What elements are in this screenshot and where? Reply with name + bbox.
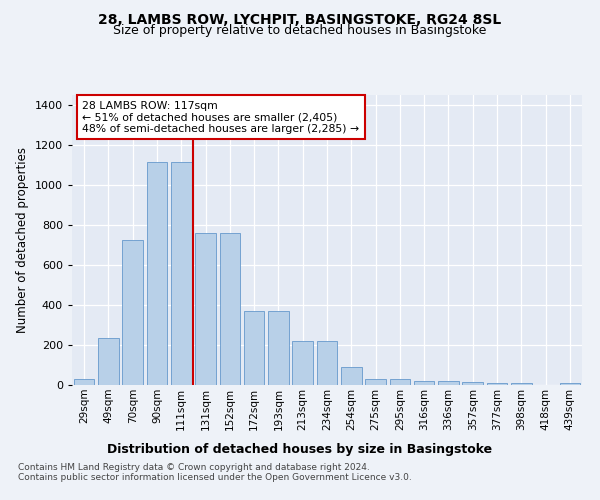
Text: Size of property relative to detached houses in Basingstoke: Size of property relative to detached ho… xyxy=(113,24,487,37)
Bar xyxy=(146,162,167,385)
Bar xyxy=(171,162,191,385)
Bar xyxy=(414,381,434,385)
Bar xyxy=(341,367,362,385)
Bar xyxy=(195,233,216,385)
Text: 28 LAMBS ROW: 117sqm
← 51% of detached houses are smaller (2,405)
48% of semi-de: 28 LAMBS ROW: 117sqm ← 51% of detached h… xyxy=(82,101,359,134)
Bar xyxy=(511,383,532,385)
Text: Contains HM Land Registry data © Crown copyright and database right 2024.: Contains HM Land Registry data © Crown c… xyxy=(18,462,370,471)
Text: Contains public sector information licensed under the Open Government Licence v3: Contains public sector information licen… xyxy=(18,472,412,482)
Bar xyxy=(292,341,313,385)
Bar xyxy=(365,379,386,385)
Bar xyxy=(438,381,459,385)
Bar xyxy=(389,379,410,385)
Bar xyxy=(122,240,143,385)
Y-axis label: Number of detached properties: Number of detached properties xyxy=(16,147,29,333)
Bar xyxy=(98,338,119,385)
Bar xyxy=(317,341,337,385)
Bar xyxy=(463,382,483,385)
Bar xyxy=(74,380,94,385)
Text: Distribution of detached houses by size in Basingstoke: Distribution of detached houses by size … xyxy=(107,442,493,456)
Bar xyxy=(560,383,580,385)
Bar xyxy=(220,233,240,385)
Text: 28, LAMBS ROW, LYCHPIT, BASINGSTOKE, RG24 8SL: 28, LAMBS ROW, LYCHPIT, BASINGSTOKE, RG2… xyxy=(98,12,502,26)
Bar xyxy=(487,383,508,385)
Bar xyxy=(268,311,289,385)
Bar xyxy=(244,311,265,385)
